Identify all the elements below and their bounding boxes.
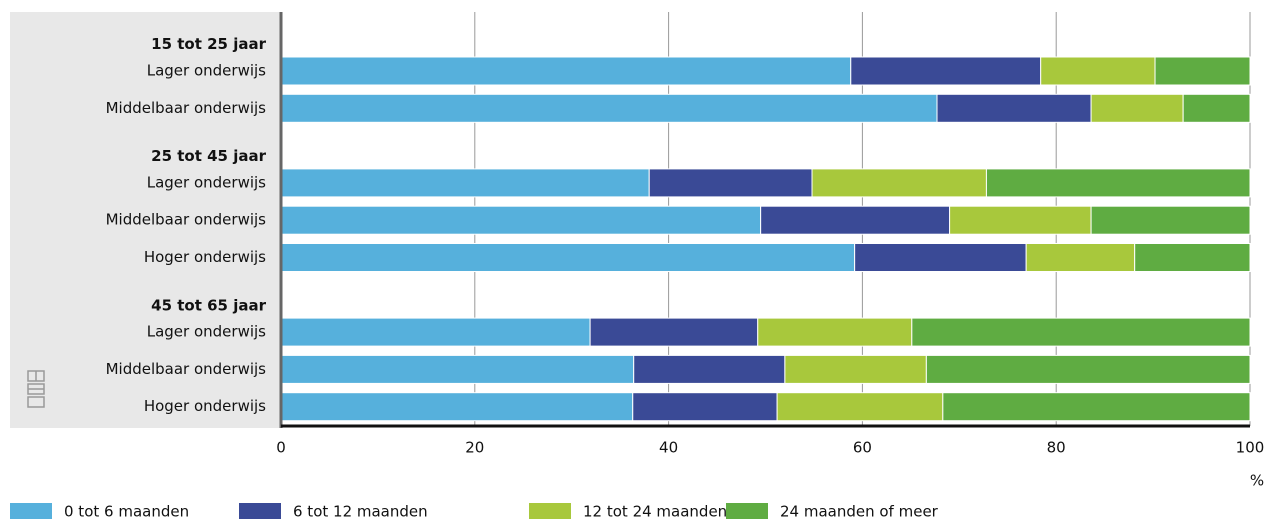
y-tick-label: Middelbaar onderwijs [106, 360, 267, 378]
bar-segment [1090, 205, 1251, 235]
x-tick-label: 60 [853, 439, 872, 457]
bar-segment [942, 392, 1251, 422]
bar-segment [911, 317, 1251, 347]
x-axis-label: % [1250, 472, 1264, 490]
legend-swatch [239, 503, 281, 519]
y-tick-label: Hoger onderwijs [144, 248, 266, 266]
y-tick-label: Middelbaar onderwijs [106, 211, 267, 229]
x-tick-label: 40 [659, 439, 678, 457]
bar-segment [784, 354, 927, 384]
bar-segment [648, 168, 813, 198]
bar-segment [985, 168, 1251, 198]
bar-segment [850, 56, 1042, 86]
y-tick-label: Lager onderwijs [147, 62, 266, 80]
y-tick-label: Lager onderwijs [147, 323, 266, 341]
bar-segment [811, 168, 987, 198]
legend-label: 0 tot 6 maanden [64, 503, 189, 521]
bar-segment [280, 243, 856, 272]
bar-segment [280, 168, 650, 198]
bar-segment [633, 354, 786, 384]
logo [27, 370, 45, 408]
bar-segment [1025, 243, 1136, 272]
y-tick-label: Middelbaar onderwijs [106, 99, 267, 117]
y-tick-label: Lager onderwijs [147, 173, 266, 191]
y-tick-label: Hoger onderwijs [144, 397, 266, 415]
bar-segment [757, 317, 913, 347]
bar-segment [1182, 93, 1251, 123]
bar-segment [280, 56, 852, 86]
bar-segment [949, 205, 1092, 235]
bar-segment [854, 243, 1027, 272]
bar-segment [760, 205, 951, 235]
bar-segment [1134, 243, 1251, 272]
bar-segment [632, 392, 778, 422]
bar-segment [936, 93, 1092, 123]
label-panel [10, 12, 281, 428]
bar-segment [280, 93, 938, 123]
x-tick-label: 20 [465, 439, 484, 457]
legend-swatch [529, 503, 571, 519]
bar-segment [1154, 56, 1251, 86]
bar-segment [280, 392, 634, 422]
group-label: 15 tot 25 jaar [151, 35, 266, 53]
bar-segment [776, 392, 944, 422]
bar-segment [925, 354, 1251, 384]
legend-label: 12 tot 24 maanden [583, 503, 727, 521]
group-label: 25 tot 45 jaar [151, 147, 266, 165]
group-label: 45 tot 65 jaar [151, 296, 266, 314]
bar-segment [280, 317, 591, 347]
x-tick-label: 80 [1047, 439, 1066, 457]
legend-swatch [726, 503, 768, 519]
x-tick-label: 100 [1236, 439, 1265, 457]
legend-label: 24 maanden of meer [780, 503, 939, 521]
bar-segment [280, 205, 762, 235]
bar-segment [1090, 93, 1184, 123]
legend-swatch [10, 503, 52, 519]
bar-segment [589, 317, 759, 347]
bar-segment [280, 354, 635, 384]
bar-segment [1040, 56, 1156, 86]
x-tick-label: 0 [276, 439, 286, 457]
legend-label: 6 tot 12 maanden [293, 503, 428, 521]
